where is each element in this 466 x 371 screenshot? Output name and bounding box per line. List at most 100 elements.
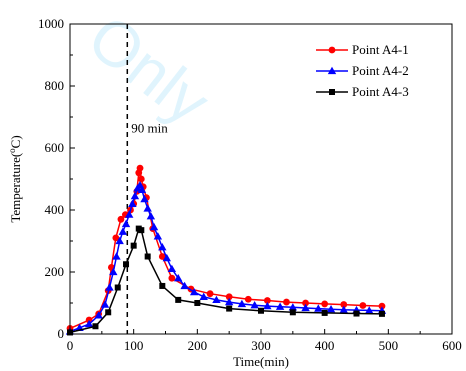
y-tick-label: 1000 (38, 16, 64, 31)
data-point (321, 300, 329, 308)
y-tick-label: 800 (45, 78, 65, 93)
data-point (189, 287, 199, 296)
x-tick-label: 300 (251, 338, 271, 353)
data-point (112, 234, 120, 242)
y-tick-label: 0 (58, 326, 65, 341)
data-point (158, 253, 166, 260)
data-point (206, 290, 214, 298)
data-point (144, 253, 151, 260)
data-point (250, 300, 259, 309)
data-point (302, 299, 309, 307)
data-point (118, 227, 128, 235)
y-tick-label: 600 (45, 140, 65, 155)
annotation-label: 90 min (131, 121, 168, 136)
data-point (123, 261, 130, 268)
data-point (167, 264, 177, 273)
data-point (128, 199, 137, 207)
data-point (288, 303, 298, 311)
series-layer (65, 164, 387, 336)
data-point (143, 204, 152, 212)
data-point (162, 253, 171, 262)
data-point (159, 282, 166, 289)
y-axis-title-base: Temperature( (8, 153, 23, 223)
data-point (105, 283, 114, 291)
data-point (109, 267, 118, 276)
data-point (194, 300, 201, 306)
legend-label: Point A4-2 (352, 63, 409, 78)
y-axis-title-degree: o (7, 148, 17, 153)
data-point (140, 194, 149, 203)
data-point (117, 215, 125, 223)
data-point (84, 319, 94, 328)
data-point (149, 222, 159, 231)
y-tick-label: 400 (45, 202, 65, 217)
data-point (237, 299, 247, 308)
data-point (153, 232, 163, 240)
x-tick-label: 0 (67, 338, 74, 353)
data-point (94, 311, 103, 319)
data-point (158, 243, 167, 251)
series-2 (65, 181, 387, 335)
data-point (258, 307, 264, 314)
data-point (353, 310, 360, 317)
data-point (224, 297, 234, 306)
x-axis-title: Time(min) (233, 354, 289, 369)
data-point (130, 191, 140, 200)
data-point (244, 295, 252, 303)
data-point (92, 323, 99, 330)
data-point (114, 284, 121, 291)
y-tick-label: 200 (45, 264, 65, 279)
data-point (100, 300, 110, 308)
data-point (121, 219, 131, 228)
y-axis-title: Temperature(oC) (7, 135, 23, 222)
data-point (340, 301, 348, 308)
legend-marker (329, 89, 335, 95)
data-point (301, 303, 310, 312)
data-point (365, 306, 374, 314)
x-tick-label: 200 (188, 338, 208, 353)
data-point (339, 305, 348, 313)
data-point (314, 304, 323, 312)
data-point (326, 305, 336, 313)
data-point (321, 309, 328, 316)
legend-label: Point A4-1 (352, 42, 409, 57)
legend-entry-1: Point A4-1 (316, 42, 409, 57)
legend-marker (327, 66, 337, 75)
data-point (359, 302, 367, 309)
data-point (378, 310, 385, 317)
x-tick-label: 100 (124, 338, 144, 353)
series-line-3 (69, 227, 383, 334)
data-point (174, 274, 183, 282)
series-1 (66, 164, 386, 332)
data-point (263, 297, 271, 304)
data-point (225, 293, 233, 301)
legend: Point A4-1 Point A4-2 Point A4-3 (316, 42, 409, 99)
legend-marker (328, 46, 336, 54)
data-point (146, 212, 156, 220)
data-point (137, 185, 147, 193)
data-point (226, 305, 233, 312)
data-point (130, 242, 137, 249)
axis-ticks: 0 100 200 300 400 500 600 0 200 400 600 800 1000 (38, 16, 462, 353)
data-point (275, 302, 285, 310)
x-tick-label: 600 (442, 338, 462, 353)
x-tick-label: 500 (379, 338, 399, 353)
data-point (138, 227, 145, 234)
data-point (175, 296, 182, 303)
data-point (263, 301, 272, 310)
data-point (168, 274, 176, 282)
x-tick-label: 400 (315, 338, 335, 353)
legend-entry-2: Point A4-2 (316, 63, 409, 78)
data-point (283, 298, 290, 306)
data-point (125, 210, 134, 218)
y-axis-title-end: C) (8, 135, 23, 148)
data-point (212, 295, 221, 304)
data-point (105, 309, 112, 316)
legend-label: Point A4-3 (352, 84, 409, 99)
data-point (137, 175, 145, 183)
data-point (115, 236, 124, 245)
data-point (136, 164, 144, 172)
data-point (199, 292, 208, 300)
data-point (180, 281, 189, 290)
